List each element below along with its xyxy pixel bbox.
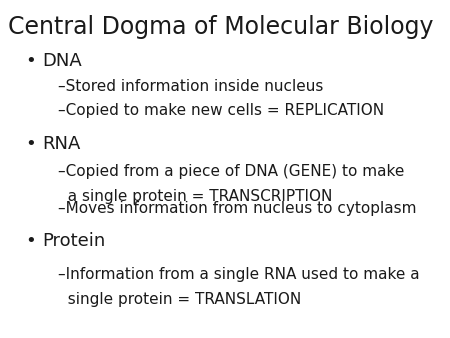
Text: a single protein = TRANSCRIPTION: a single protein = TRANSCRIPTION xyxy=(58,189,333,204)
Text: –Moves information from nucleus to cytoplasm: –Moves information from nucleus to cytop… xyxy=(58,201,417,216)
Text: Central Dogma of Molecular Biology: Central Dogma of Molecular Biology xyxy=(8,15,434,39)
Text: •: • xyxy=(25,135,36,153)
Text: DNA: DNA xyxy=(43,52,82,70)
Text: –Stored information inside nucleus: –Stored information inside nucleus xyxy=(58,79,324,94)
Text: single protein = TRANSLATION: single protein = TRANSLATION xyxy=(58,292,302,307)
Text: •: • xyxy=(25,52,36,70)
Text: –Information from a single RNA used to make a: –Information from a single RNA used to m… xyxy=(58,267,420,282)
Text: –Copied from a piece of DNA (GENE) to make: –Copied from a piece of DNA (GENE) to ma… xyxy=(58,164,405,179)
Text: •: • xyxy=(25,232,36,249)
Text: Protein: Protein xyxy=(43,232,106,249)
Text: RNA: RNA xyxy=(43,135,81,153)
Text: –Copied to make new cells = REPLICATION: –Copied to make new cells = REPLICATION xyxy=(58,103,385,118)
